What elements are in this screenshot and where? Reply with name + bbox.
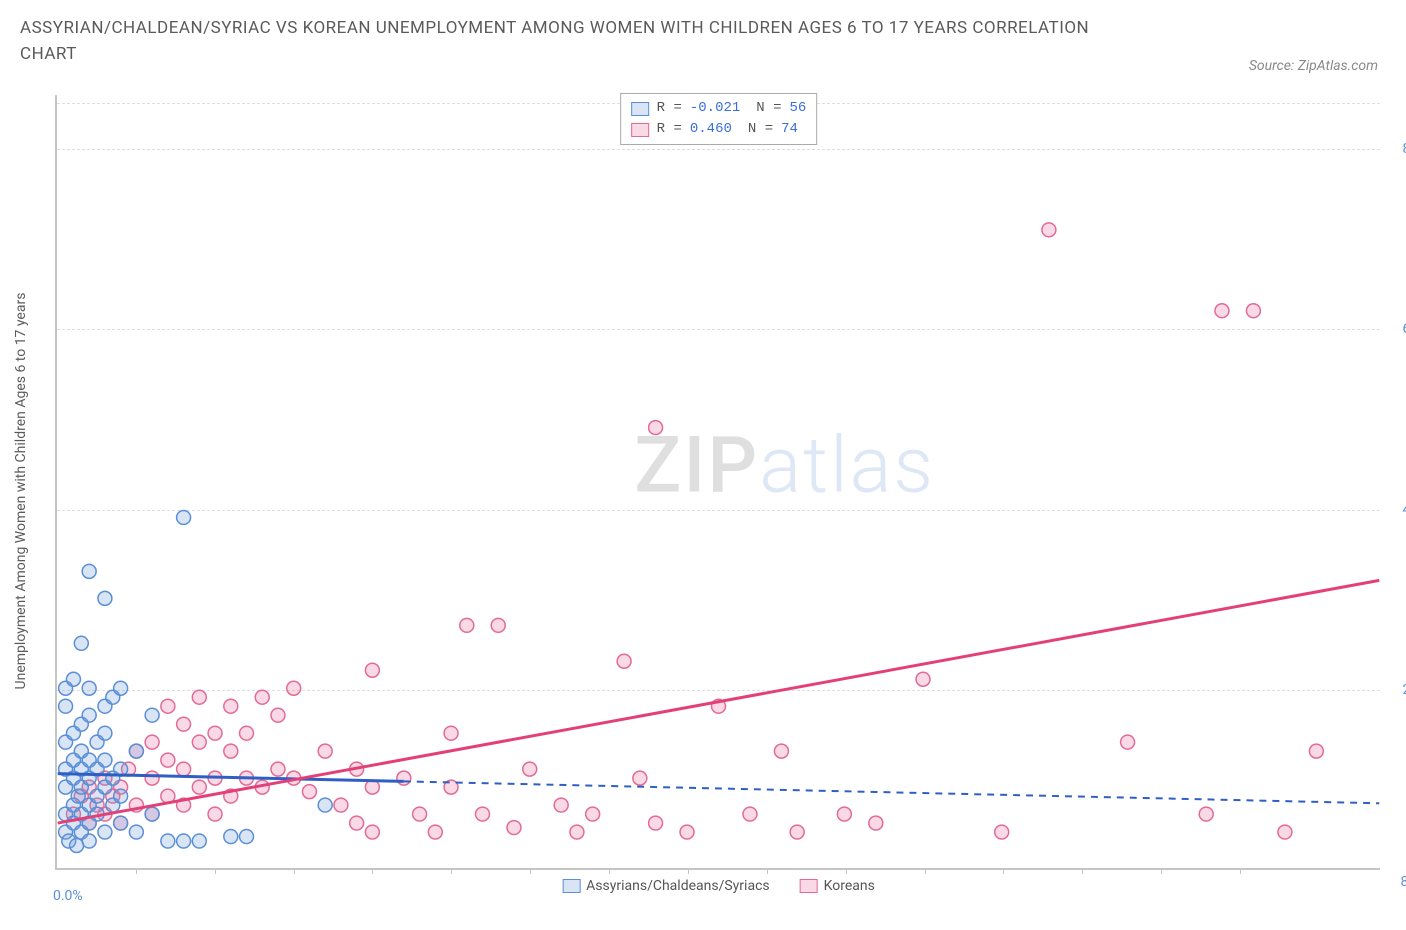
legend-swatch-blue <box>562 879 580 893</box>
legend-correlation: R = -0.021 N = 56 R = 0.460 N = 74 <box>620 93 818 145</box>
legend-swatch-pink <box>800 879 818 893</box>
y-tick-label: 80.0% <box>1386 141 1406 157</box>
legend-series: Assyrians/Chaldeans/Syriacs Koreans <box>562 878 875 894</box>
chart-area: Unemployment Among Women with Children A… <box>55 95 1380 870</box>
legend-item-pink: Koreans <box>800 878 875 894</box>
r-value: -0.021 <box>690 98 740 119</box>
n-label: N = <box>748 119 773 140</box>
chart-title: ASSYRIAN/CHALDEAN/SYRIAC VS KOREAN UNEMP… <box>20 16 1120 67</box>
y-tick-label: 20.0% <box>1386 682 1406 698</box>
r-value: 0.460 <box>690 119 732 140</box>
legend-label: Koreans <box>824 878 875 894</box>
n-value: 74 <box>781 119 798 140</box>
legend-swatch-pink <box>631 123 649 137</box>
y-tick-label: 60.0% <box>1386 321 1406 337</box>
legend-row-blue: R = -0.021 N = 56 <box>631 98 807 119</box>
source-attribution: Source: ZipAtlas.com <box>1249 58 1378 74</box>
n-label: N = <box>756 98 781 119</box>
plot-svg <box>57 95 1380 868</box>
y-axis-label: Unemployment Among Women with Children A… <box>13 292 29 689</box>
legend-item-blue: Assyrians/Chaldeans/Syriacs <box>562 878 769 894</box>
y-tick-label: 40.0% <box>1386 502 1406 518</box>
legend-label: Assyrians/Chaldeans/Syriacs <box>586 878 769 894</box>
legend-swatch-blue <box>631 102 649 116</box>
r-label: R = <box>657 98 682 119</box>
plot-region: ZIPatlas R = -0.021 N = 56 R = 0.460 N =… <box>55 95 1380 870</box>
x-tick-label-80: 80.0% <box>1400 874 1406 890</box>
n-value: 56 <box>790 98 807 119</box>
legend-row-pink: R = 0.460 N = 74 <box>631 119 807 140</box>
r-label: R = <box>657 119 682 140</box>
x-tick-label-0: 0.0% <box>53 888 83 904</box>
